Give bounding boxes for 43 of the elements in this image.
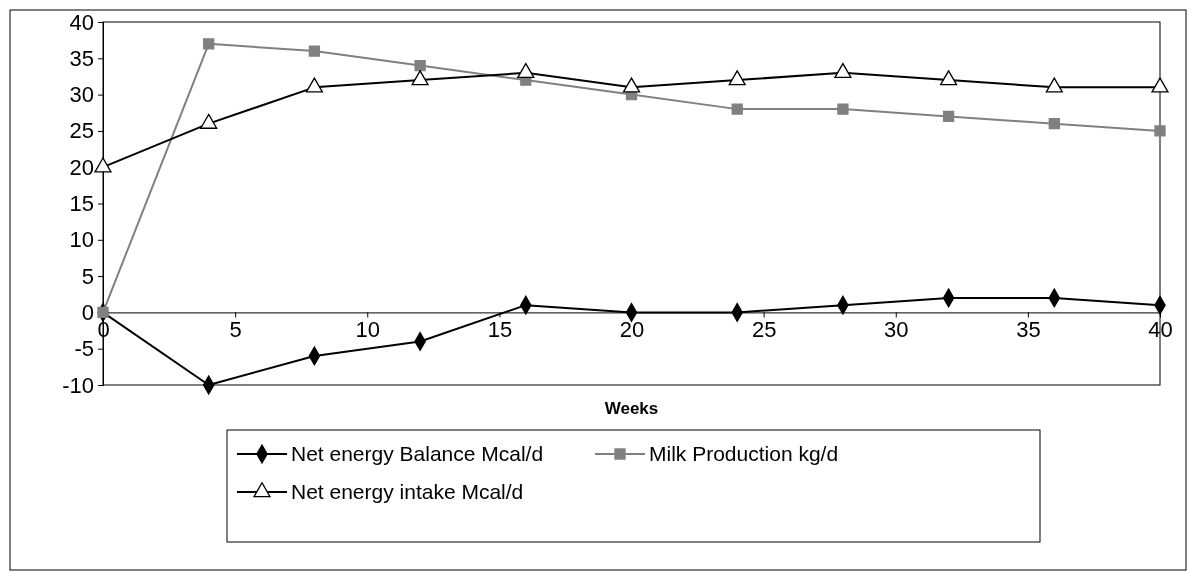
x-tick-label: 5 bbox=[229, 316, 242, 342]
y-tick-label: 15 bbox=[69, 191, 94, 217]
point bbox=[1045, 77, 1063, 93]
point bbox=[728, 70, 746, 86]
point bbox=[203, 38, 215, 50]
point bbox=[308, 45, 321, 57]
y-tick-label: 30 bbox=[69, 82, 94, 108]
y-tick-label: 0 bbox=[81, 299, 94, 325]
y-tick-label: -5 bbox=[74, 336, 94, 362]
x-tick-label: 20 bbox=[619, 316, 645, 342]
y-tick-label: -10 bbox=[62, 372, 94, 398]
point bbox=[94, 157, 112, 173]
point bbox=[731, 103, 743, 115]
x-tick-label: 25 bbox=[751, 316, 777, 342]
point bbox=[942, 110, 955, 123]
y-tick-label: 10 bbox=[69, 227, 94, 253]
point bbox=[305, 77, 324, 93]
point bbox=[1048, 117, 1060, 130]
y-tick-label: 35 bbox=[69, 45, 94, 71]
x-axis-title: Weeks bbox=[604, 399, 659, 418]
point bbox=[834, 62, 852, 79]
point bbox=[1151, 77, 1169, 93]
point bbox=[414, 59, 426, 72]
point bbox=[411, 70, 429, 86]
y-tick-label: 5 bbox=[81, 263, 94, 289]
point bbox=[622, 77, 641, 93]
y-tick-label: 25 bbox=[69, 118, 94, 144]
legend-label: Milk Production kg/d bbox=[649, 442, 839, 465]
legend-label: Net energy Balance Mcal/d bbox=[291, 442, 544, 465]
y-tick-label: 20 bbox=[69, 154, 94, 180]
y-tick-label: 40 bbox=[69, 9, 94, 35]
point bbox=[200, 113, 218, 129]
point bbox=[939, 70, 958, 86]
legend-label: Net energy intake Mcal/d bbox=[291, 480, 524, 503]
point bbox=[97, 306, 109, 319]
x-tick-label: 15 bbox=[487, 316, 513, 342]
point bbox=[837, 103, 849, 115]
x-tick-label: 30 bbox=[884, 316, 909, 342]
x-tick-label: 35 bbox=[1016, 316, 1041, 342]
x-tick-label: 10 bbox=[355, 316, 380, 342]
point bbox=[517, 62, 535, 79]
point bbox=[1154, 125, 1166, 137]
x-tick-label: 40 bbox=[1148, 316, 1173, 342]
